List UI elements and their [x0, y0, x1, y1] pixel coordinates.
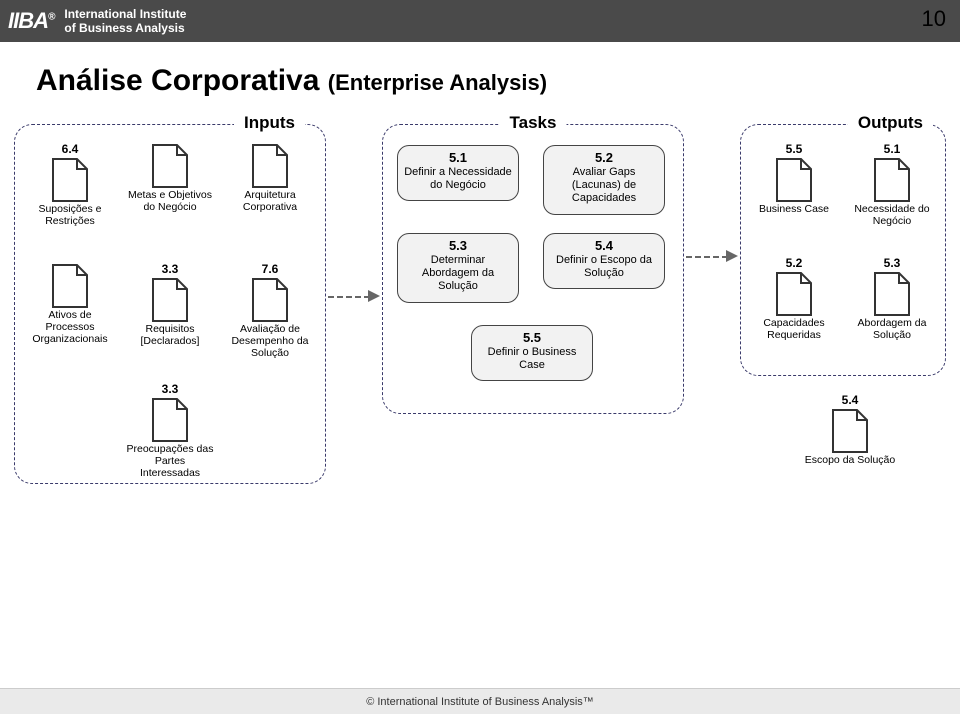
input-6-4: 6.4 Suposições e Restrições — [25, 141, 115, 227]
outputs-title: Outputs — [848, 113, 933, 133]
output-5-4-num: 5.4 — [800, 394, 900, 408]
title-main: Análise Corporativa — [36, 64, 319, 97]
org-line1: International Institute — [64, 7, 186, 21]
document-icon — [829, 408, 871, 454]
output-5-3-label: Abordagem da Solução — [847, 317, 937, 341]
task-5-3: 5.3 Determinar Abordagem da Solução — [397, 233, 519, 303]
task-5-1: 5.1 Definir a Necessidade do Negócio — [397, 145, 519, 201]
output-5-3-num: 5.3 — [847, 257, 937, 271]
output-5-5: 5.5 Business Case — [749, 141, 839, 215]
input-ativos-label: Ativos de Processos Organizacionais — [25, 309, 115, 345]
document-icon — [871, 271, 913, 317]
tasks-title: Tasks — [500, 113, 567, 133]
output-5-4: 5.4 Escopo da Solução — [800, 392, 900, 466]
output-5-1: 5.1 Necessidade do Negócio — [847, 141, 937, 227]
document-icon — [249, 277, 291, 323]
document-icon — [149, 277, 191, 323]
output-5-2: 5.2 Capacidades Requeridas — [749, 255, 839, 341]
output-5-5-num: 5.5 — [749, 143, 839, 157]
task-5-2: 5.2 Avaliar Gaps (Lacunas) de Capacidade… — [543, 145, 665, 215]
task-5-5: 5.5 Definir o Business Case — [471, 325, 593, 381]
input-aval-num: 7.6 — [225, 263, 315, 277]
diagram: Inputs 6.4 Suposições e Restrições Metas… — [10, 116, 950, 586]
output-5-4-label: Escopo da Solução — [800, 454, 900, 466]
input-metas-label: Metas e Objetivos do Negócio — [125, 189, 215, 213]
document-icon — [773, 271, 815, 317]
output-5-1-num: 5.1 — [847, 143, 937, 157]
logo-registered-icon: ® — [48, 12, 54, 23]
document-icon — [49, 157, 91, 203]
tasks-group: Tasks 5.1 Definir a Necessidade do Negóc… — [382, 124, 684, 414]
task-5-4: 5.4 Definir o Escopo da Solução — [543, 233, 665, 289]
task-5-5-num: 5.5 — [478, 330, 586, 345]
input-preo-label: Preocupações das Partes Interessadas — [125, 443, 215, 479]
arrow-head-icon — [726, 250, 738, 262]
output-5-1-label: Necessidade do Negócio — [847, 203, 937, 227]
input-req-num: 3.3 — [125, 263, 215, 277]
task-5-2-num: 5.2 — [550, 150, 658, 165]
document-icon — [871, 157, 913, 203]
document-icon — [149, 397, 191, 443]
org-line2: of Business Analysis — [64, 21, 186, 35]
output-5-5-label: Business Case — [749, 203, 839, 215]
document-icon — [149, 143, 191, 189]
logo: IIBA® — [8, 8, 54, 34]
input-arquitetura: Arquitetura Corporativa — [225, 141, 315, 213]
header-bar: IIBA® International Institute of Busines… — [0, 0, 960, 42]
arrow-tasks-outputs — [686, 256, 728, 258]
document-icon — [249, 143, 291, 189]
task-5-3-txt: Determinar Abordagem da Solução — [404, 254, 512, 294]
task-5-2-txt: Avaliar Gaps (Lacunas) de Capacidades — [550, 166, 658, 206]
task-5-5-txt: Definir o Business Case — [478, 346, 586, 372]
arrow-inputs-tasks — [328, 296, 370, 298]
input-avaliacao: 7.6 Avaliação de Desempenho da Solução — [225, 261, 315, 359]
input-requisitos: 3.3 Requisitos [Declarados] — [125, 261, 215, 347]
input-preocupacoes: 3.3 Preocupações das Partes Interessadas — [125, 381, 215, 479]
title-sub: (Enterprise Analysis) — [328, 70, 547, 95]
input-metas: Metas e Objetivos do Negócio — [125, 141, 215, 213]
task-5-3-num: 5.3 — [404, 238, 512, 253]
inputs-group: Inputs 6.4 Suposições e Restrições Metas… — [14, 124, 326, 484]
task-5-1-txt: Definir a Necessidade do Negócio — [404, 166, 512, 192]
page-title: Análise Corporativa (Enterprise Analysis… — [36, 64, 960, 98]
logo-text: IIBA — [8, 8, 48, 33]
document-icon — [773, 157, 815, 203]
task-5-4-num: 5.4 — [550, 238, 658, 253]
input-6-4-label: Suposições e Restrições — [25, 203, 115, 227]
output-5-2-num: 5.2 — [749, 257, 839, 271]
org-name: International Institute of Business Anal… — [64, 7, 186, 36]
input-arq-label: Arquitetura Corporativa — [225, 189, 315, 213]
inputs-title: Inputs — [234, 113, 305, 133]
page-number: 10 — [922, 6, 946, 32]
input-req-label: Requisitos [Declarados] — [125, 323, 215, 347]
input-aval-label: Avaliação de Desempenho da Solução — [225, 323, 315, 359]
input-ativos: Ativos de Processos Organizacionais — [25, 261, 115, 345]
output-5-2-label: Capacidades Requeridas — [749, 317, 839, 341]
outputs-group: Outputs 5.5 Business Case 5.1 Necessidad… — [740, 124, 946, 376]
input-preo-num: 3.3 — [125, 383, 215, 397]
task-5-1-num: 5.1 — [404, 150, 512, 165]
output-5-3: 5.3 Abordagem da Solução — [847, 255, 937, 341]
input-6-4-num: 6.4 — [25, 143, 115, 157]
document-icon — [49, 263, 91, 309]
arrow-head-icon — [368, 290, 380, 302]
task-5-4-txt: Definir o Escopo da Solução — [550, 254, 658, 280]
footer: © International Institute of Business An… — [0, 688, 960, 714]
